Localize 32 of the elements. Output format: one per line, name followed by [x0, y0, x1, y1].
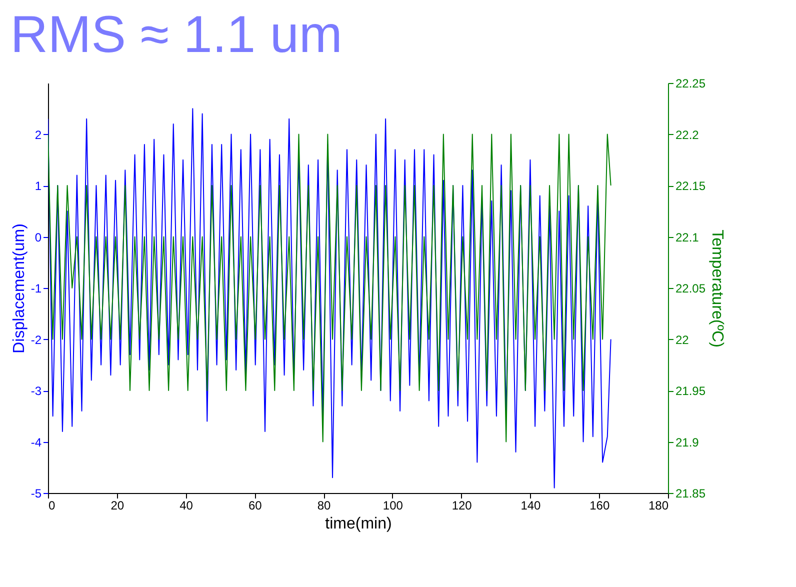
y2-tick-label: 21.95: [676, 384, 706, 398]
y2-tick-label: 22.05: [676, 282, 706, 296]
x-tick-label: 20: [110, 498, 124, 512]
x-tick-label: 180: [648, 498, 669, 512]
x-tick-label: 140: [520, 498, 542, 512]
y-tick-label: -1: [30, 282, 42, 296]
y-tick-label: -2: [30, 332, 42, 347]
y2-tick-label: 22: [676, 332, 690, 347]
y2-tick-label: 22.25: [676, 76, 706, 90]
line-series: [48, 134, 612, 442]
x-tick-label: 100: [382, 498, 404, 512]
y-tick-label: 2: [34, 128, 42, 142]
x-tick-label: 160: [590, 498, 610, 512]
x-tick-label: 60: [248, 498, 262, 512]
y2-tick-label: 22.15: [676, 179, 706, 193]
y2-axis-title: Temperature(ºC): [708, 230, 726, 348]
y2-tick-label: 22.1: [676, 230, 700, 244]
y2-tick-label: 21.85: [676, 486, 706, 500]
x-tick-label: 120: [452, 498, 472, 512]
y-axis-title: Displacement(um): [10, 224, 28, 354]
x-tick-label: 80: [317, 498, 332, 512]
x-axis-title: time(min): [325, 516, 392, 532]
y2-tick-label: 22.2: [676, 128, 700, 142]
y-tick-label: -3: [30, 384, 42, 398]
text: RMS ≈ 1.1 um: [10, 6, 342, 64]
x-tick-label: 0: [48, 498, 56, 512]
y-tick-label: -4: [30, 435, 42, 450]
y2-tick-label: 21.9: [676, 435, 700, 450]
y-tick-label: 0: [34, 230, 42, 244]
x-tick-label: 40: [180, 498, 194, 512]
y-tick-label: -5: [30, 486, 42, 500]
y-tick-label: 1: [34, 179, 42, 193]
